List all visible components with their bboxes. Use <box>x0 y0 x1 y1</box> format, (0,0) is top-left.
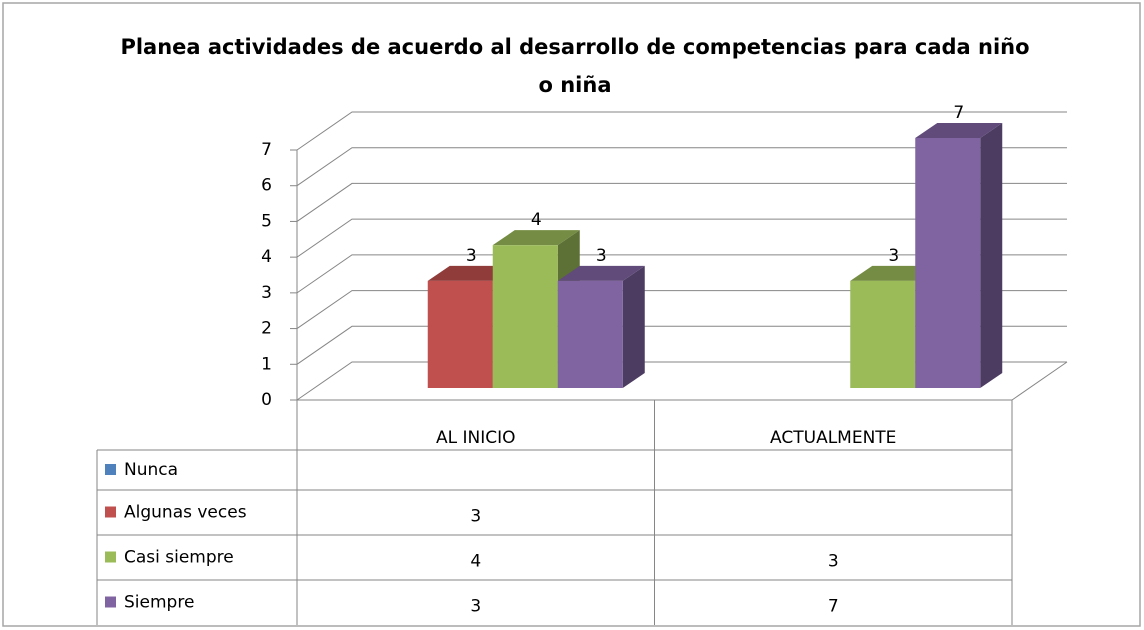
legend-key <box>105 506 116 518</box>
bar-side <box>622 265 645 388</box>
grid-line <box>296 290 1067 329</box>
bar <box>850 280 916 388</box>
grid-line <box>296 147 1067 187</box>
y-tick-label: 5 <box>261 211 272 231</box>
y-tick-label: 6 <box>261 176 272 196</box>
data-label: 3 <box>466 246 477 266</box>
table-value: 7 <box>828 597 839 617</box>
legend-label: Siempre <box>124 593 194 613</box>
grid-line <box>296 361 1067 401</box>
table-header: ACTUALMENTE <box>770 428 896 448</box>
data-label: 3 <box>596 246 607 266</box>
y-tick-label: 0 <box>261 390 272 410</box>
bar-top <box>557 265 645 281</box>
legend-key <box>105 464 116 475</box>
bar <box>492 245 558 388</box>
grid-line <box>296 111 1067 151</box>
legend-label: Casi siempre <box>124 548 234 568</box>
legend-key <box>105 551 116 563</box>
table-value: 3 <box>470 597 481 617</box>
legend-label: Nunca <box>124 460 178 480</box>
bar-side <box>980 123 1003 388</box>
y-tick-label: 3 <box>261 283 272 303</box>
data-label: 3 <box>888 246 899 266</box>
grid-line <box>296 182 1067 222</box>
table-header: AL INICIO <box>436 428 516 448</box>
legend-key <box>105 596 116 608</box>
y-tick-label: 7 <box>261 140 272 160</box>
table-value: 3 <box>470 507 481 527</box>
bar <box>557 280 623 388</box>
y-tick-label: 4 <box>261 247 272 267</box>
y-tick-label: 2 <box>261 319 272 339</box>
legend-label: Algunas veces <box>124 503 247 523</box>
data-label: 4 <box>531 210 542 230</box>
data-label: 7 <box>953 103 964 123</box>
grid-line <box>296 254 1067 294</box>
y-tick-label: 1 <box>261 354 272 374</box>
grid-line <box>296 218 1067 258</box>
grid-line <box>296 325 1067 365</box>
table-value: 4 <box>470 552 481 572</box>
bar-top <box>915 123 1003 138</box>
bar <box>915 138 981 388</box>
table-value: 3 <box>828 552 839 572</box>
bar-top <box>492 230 580 246</box>
bar <box>427 280 493 388</box>
chart-title: Planea actividades de acuerdo al desarro… <box>120 35 1030 97</box>
